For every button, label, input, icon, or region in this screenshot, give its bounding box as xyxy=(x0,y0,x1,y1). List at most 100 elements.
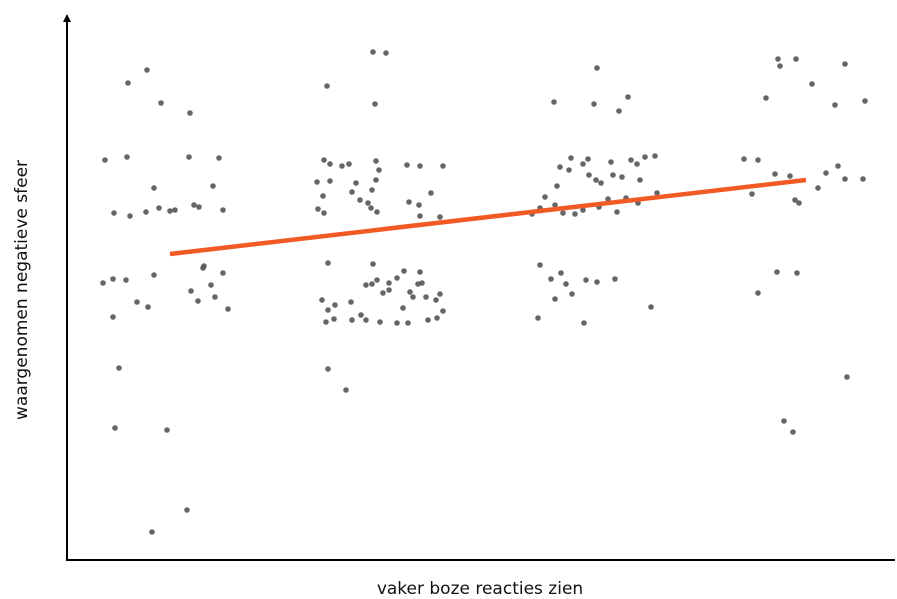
data-point xyxy=(619,174,625,180)
data-point xyxy=(542,194,548,200)
data-point xyxy=(373,177,379,183)
data-point xyxy=(809,81,815,87)
data-point xyxy=(832,102,838,108)
data-point xyxy=(184,507,190,513)
data-point xyxy=(407,289,413,295)
trend-line xyxy=(169,177,807,257)
data-point xyxy=(437,214,443,220)
data-point xyxy=(321,210,327,216)
data-point xyxy=(123,277,129,283)
data-point xyxy=(369,187,375,193)
data-point xyxy=(585,156,591,162)
data-point xyxy=(844,374,850,380)
data-point xyxy=(616,108,622,114)
data-point xyxy=(325,366,331,372)
data-point xyxy=(225,306,231,312)
data-point xyxy=(315,206,321,212)
data-point xyxy=(349,317,355,323)
data-point xyxy=(554,183,560,189)
data-point xyxy=(823,170,829,176)
data-point xyxy=(586,172,592,178)
data-point xyxy=(327,161,333,167)
data-point xyxy=(323,319,329,325)
data-point xyxy=(440,308,446,314)
data-point xyxy=(777,63,783,69)
data-point xyxy=(125,80,131,86)
data-point xyxy=(143,209,149,215)
data-point xyxy=(111,210,117,216)
data-point xyxy=(370,261,376,267)
data-point xyxy=(835,163,841,169)
data-point xyxy=(790,429,796,435)
data-point xyxy=(428,190,434,196)
data-point xyxy=(339,163,345,169)
data-point xyxy=(535,315,541,321)
data-point xyxy=(417,163,423,169)
data-point xyxy=(793,56,799,62)
y-axis-arrow xyxy=(63,14,71,22)
data-point xyxy=(172,207,178,213)
data-point xyxy=(642,154,648,160)
data-point xyxy=(156,205,162,211)
data-point xyxy=(634,161,640,167)
data-point xyxy=(151,185,157,191)
data-point xyxy=(594,65,600,71)
data-point xyxy=(353,180,359,186)
data-point xyxy=(583,277,589,283)
data-point xyxy=(749,191,755,197)
data-point xyxy=(815,185,821,191)
data-point xyxy=(608,159,614,165)
data-point xyxy=(314,179,320,185)
data-point xyxy=(325,307,331,313)
data-point xyxy=(368,205,374,211)
data-point xyxy=(167,208,173,214)
data-point xyxy=(374,277,380,283)
data-point xyxy=(370,49,376,55)
data-point xyxy=(377,319,383,325)
data-point xyxy=(566,167,572,173)
data-point xyxy=(774,269,780,275)
data-point xyxy=(363,282,369,288)
data-point xyxy=(755,157,761,163)
data-point xyxy=(191,202,197,208)
data-point xyxy=(383,50,389,56)
data-point xyxy=(124,154,130,160)
data-point xyxy=(625,94,631,100)
data-point xyxy=(612,276,618,282)
data-point xyxy=(569,291,575,297)
data-point xyxy=(548,276,554,282)
data-point xyxy=(374,209,380,215)
data-point xyxy=(842,176,848,182)
data-point xyxy=(551,99,557,105)
data-point xyxy=(423,294,429,300)
data-point xyxy=(369,281,375,287)
data-point xyxy=(186,154,192,160)
data-point xyxy=(394,320,400,326)
data-point xyxy=(210,183,216,189)
data-point xyxy=(151,272,157,278)
data-point xyxy=(437,291,443,297)
data-point xyxy=(386,280,392,286)
data-point xyxy=(552,296,558,302)
data-point xyxy=(648,304,654,310)
data-point xyxy=(196,204,202,210)
data-point xyxy=(188,288,194,294)
data-point xyxy=(164,427,170,433)
y-axis-label: waargenomen negatieve sfeer xyxy=(12,160,32,420)
data-point xyxy=(220,207,226,213)
data-point xyxy=(110,314,116,320)
data-point xyxy=(116,365,122,371)
data-point xyxy=(781,418,787,424)
data-point xyxy=(772,171,778,177)
data-point xyxy=(373,158,379,164)
data-point xyxy=(220,270,226,276)
data-point xyxy=(796,200,802,206)
data-point xyxy=(605,196,611,202)
data-point xyxy=(557,164,563,170)
data-point xyxy=(581,320,587,326)
data-point xyxy=(127,213,133,219)
data-point xyxy=(319,297,325,303)
data-point xyxy=(394,275,400,281)
data-point xyxy=(401,268,407,274)
